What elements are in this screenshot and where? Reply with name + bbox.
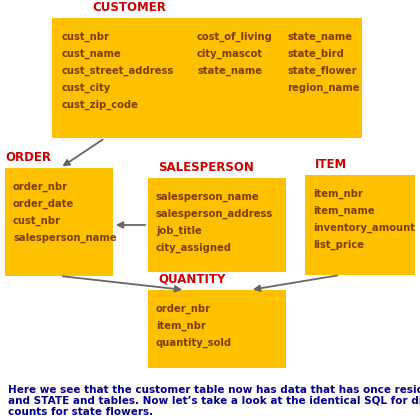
Text: cust_street_address: cust_street_address [62, 66, 174, 76]
Bar [148, 290, 286, 368]
Bar [52, 18, 362, 138]
Text: cost_of_living: cost_of_living [197, 32, 273, 42]
Text: cust_zip_code: cust_zip_code [62, 100, 139, 110]
Text: list_price: list_price [313, 240, 364, 250]
Text: state_name: state_name [287, 32, 352, 42]
Text: salesperson_name: salesperson_name [156, 192, 260, 202]
Text: item_name: item_name [313, 206, 375, 216]
Bar [305, 175, 415, 275]
Text: job_title: job_title [156, 226, 202, 236]
Text: city_assigned: city_assigned [156, 243, 232, 253]
Text: cust_nbr: cust_nbr [62, 32, 110, 42]
Text: and STATE and tables. Now let’s take a look at the identical SQL for displaying : and STATE and tables. Now let’s take a l… [8, 396, 420, 406]
Text: cust_city: cust_city [62, 83, 111, 93]
Text: salesperson_name: salesperson_name [13, 233, 117, 243]
Text: state_flower: state_flower [287, 66, 357, 76]
Bar [5, 168, 113, 276]
Text: order_nbr: order_nbr [156, 304, 211, 314]
Text: order_nbr: order_nbr [13, 182, 68, 192]
Text: QUANTITY: QUANTITY [158, 273, 226, 286]
Text: ORDER: ORDER [5, 151, 51, 164]
Text: Here we see that the customer table now has data that has once resided in the CI: Here we see that the customer table now … [8, 385, 420, 395]
Text: counts for state flowers.: counts for state flowers. [8, 407, 153, 417]
Text: state_bird: state_bird [287, 49, 344, 59]
Text: item_nbr: item_nbr [156, 321, 206, 331]
Text: item_nbr: item_nbr [313, 189, 363, 199]
Text: salesperson_address: salesperson_address [156, 209, 273, 219]
Text: city_mascot: city_mascot [197, 49, 263, 59]
Text: SALESPERSON: SALESPERSON [158, 161, 254, 174]
Text: inventory_amount: inventory_amount [313, 223, 415, 233]
Text: cust_nbr: cust_nbr [13, 216, 61, 226]
Text: order_date: order_date [13, 199, 74, 209]
Text: cust_name: cust_name [62, 49, 122, 59]
Text: region_name: region_name [287, 83, 360, 93]
Text: CUSTOMER: CUSTOMER [92, 1, 166, 14]
Text: ITEM: ITEM [315, 158, 347, 171]
Text: quantity_sold: quantity_sold [156, 338, 232, 348]
Bar [148, 178, 286, 272]
Text: state_name: state_name [197, 66, 262, 76]
